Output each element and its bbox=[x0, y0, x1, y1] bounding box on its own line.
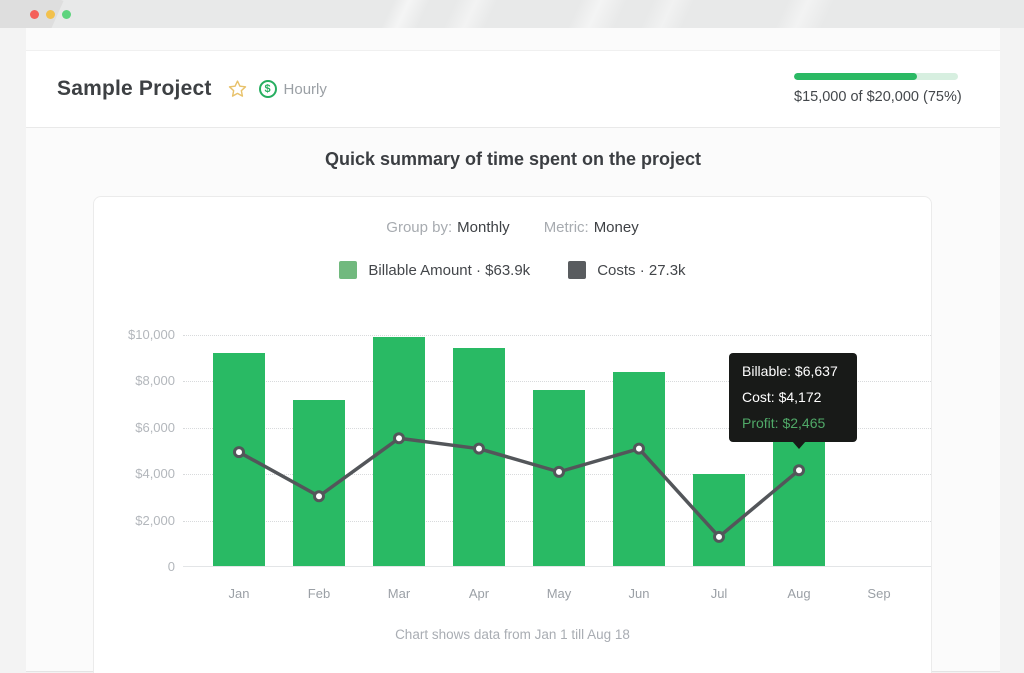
close-window-button[interactable] bbox=[30, 10, 39, 19]
legend-item-billable: Billable Amount · $63.9k bbox=[339, 261, 530, 279]
x-axis-label-aug: Aug bbox=[787, 586, 811, 601]
y-axis-label-$8,000: $8,000 bbox=[135, 373, 175, 389]
group-by-label: Group by: bbox=[386, 219, 453, 236]
dollar-circle-icon: $ bbox=[258, 80, 277, 98]
bar-jan[interactable] bbox=[213, 352, 265, 566]
tooltip-line-0: Billable: $6,637 bbox=[742, 363, 838, 379]
window-titlebar bbox=[0, 0, 1024, 28]
chart-tooltip: Billable: $6,637 Cost: $4,172 Profit: $2,4… bbox=[729, 353, 857, 449]
budget-text: $15,000 of $20,000 (75%) bbox=[794, 89, 962, 105]
metric-control: Metric: Money bbox=[544, 219, 639, 236]
x-axis-label-feb: Feb bbox=[307, 586, 331, 601]
page-title: Quick summary of time spent on the proje… bbox=[324, 149, 702, 169]
tooltip-line-2: Profit: $2,465 bbox=[742, 415, 826, 431]
chart-controls: Group by: Monthly Metric: Money bbox=[94, 219, 931, 236]
group-by-control: Group by: Monthly bbox=[386, 219, 509, 236]
cost-point-apr[interactable] bbox=[473, 442, 485, 455]
budget-progress-track bbox=[794, 73, 958, 80]
budget-progress: $15,000 of $20,000 (75%) bbox=[794, 73, 962, 105]
x-axis-label-jan: Jan bbox=[228, 586, 250, 601]
billing-badge[interactable]: $ Hourly bbox=[258, 80, 327, 98]
x-axis-label-sep: Sep bbox=[867, 586, 891, 601]
legend-label: Costs · 27.3k bbox=[597, 261, 686, 279]
costs-line bbox=[237, 436, 801, 539]
cost-point-jun[interactable] bbox=[633, 442, 645, 455]
budget-progress-fill bbox=[794, 73, 917, 80]
chart-date-range-note: Chart shows data from Jan 1 till Aug 18 bbox=[395, 627, 630, 642]
legend-swatch-billable bbox=[339, 261, 358, 279]
y-axis-label-$6,000: $6,000 bbox=[135, 419, 175, 435]
y-axis-label-$2,000: $2,000 bbox=[135, 512, 175, 528]
x-axis-label-may: May bbox=[546, 586, 572, 601]
minimize-window-button[interactable] bbox=[46, 10, 55, 19]
legend-swatch-costs bbox=[568, 261, 587, 279]
bar-apr[interactable] bbox=[453, 347, 505, 566]
tooltip-line-1: Cost: $4,172 bbox=[742, 389, 822, 405]
favorite-star-icon[interactable] bbox=[227, 79, 248, 99]
zoom-window-button[interactable] bbox=[62, 10, 71, 19]
y-axis-label-$10,000: $10,000 bbox=[128, 327, 175, 342]
cost-point-jan[interactable] bbox=[233, 446, 245, 459]
project-title: Sample Project bbox=[57, 77, 212, 100]
legend-label: Billable Amount · $63.9k bbox=[368, 261, 531, 279]
x-axis-label-jun: Jun bbox=[628, 586, 650, 601]
costs-line-layer bbox=[233, 432, 805, 543]
tooltip-arrow bbox=[792, 441, 806, 449]
x-axis-label-mar: Mar bbox=[387, 586, 411, 601]
legend-item-costs: Costs · 27.3k bbox=[568, 261, 686, 279]
app-window: Sample Project $ Hourly $15,000 of $20,0… bbox=[26, 28, 1000, 673]
chart-legend: Billable Amount · $63.9k Costs · 27.3k bbox=[94, 261, 931, 279]
x-axis-label-jul: Jul bbox=[710, 586, 728, 601]
metric-value[interactable]: Money bbox=[593, 219, 639, 236]
billing-type-label: Hourly bbox=[283, 80, 327, 98]
chart-card: Group by: Monthly Metric: Money Billable A… bbox=[93, 196, 932, 673]
titlebar-texture bbox=[0, 0, 1024, 28]
gridline-$10,000 bbox=[183, 335, 931, 336]
cost-point-mar[interactable] bbox=[393, 432, 405, 445]
traffic-lights bbox=[30, 10, 71, 19]
cost-point-feb[interactable] bbox=[313, 490, 325, 503]
cost-point-jul[interactable] bbox=[713, 530, 725, 543]
x-axis-label-apr: Apr bbox=[468, 586, 490, 601]
gridline-$8,000 bbox=[183, 381, 931, 383]
y-axis-label-$4,000: $4,000 bbox=[135, 466, 175, 482]
cost-point-aug[interactable] bbox=[793, 464, 805, 477]
x-axis-line bbox=[183, 566, 931, 567]
y-axis-label-0: 0 bbox=[167, 559, 175, 574]
group-by-value[interactable]: Monthly bbox=[457, 219, 510, 236]
cost-point-may[interactable] bbox=[553, 465, 565, 478]
metric-label: Metric: bbox=[543, 219, 589, 236]
project-header: Sample Project $ Hourly $15,000 of $20,0… bbox=[26, 50, 1000, 128]
